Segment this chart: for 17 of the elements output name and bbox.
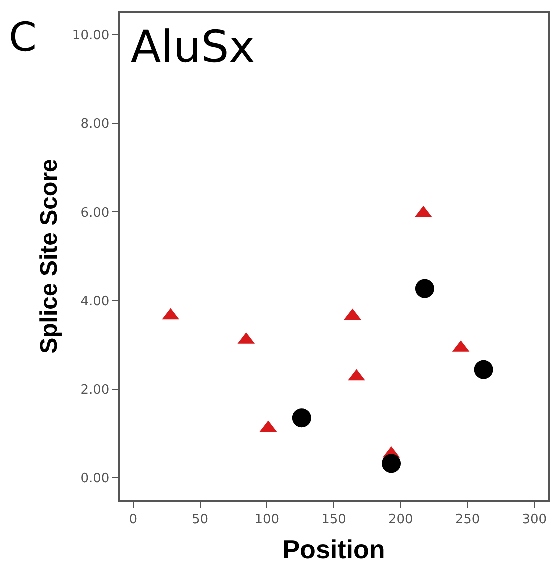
y-tick-label: 4.00 [80,294,110,310]
y-tick-label: 10.00 [72,28,110,44]
y-tick-label: 6.00 [80,206,110,221]
x-tick-label: 50 [192,512,209,528]
x-axis-title: Position [282,534,386,565]
y-tick-label: 8.00 [80,117,110,132]
annotation: AluSx [131,22,256,73]
x-tick-label: 200 [388,512,414,528]
x-tick-label: 0 [129,512,138,528]
x-tick-label: 100 [254,512,280,528]
x-tick-label: 250 [455,512,480,528]
y-tick-label: 2.00 [80,382,110,398]
y-tick-label: 0.00 [80,471,110,486]
x-tick-label: 150 [322,512,346,528]
y-axis-title: Splice Site Score [36,159,64,354]
x-tick-label: 300 [522,512,548,528]
text: C [9,15,37,61]
